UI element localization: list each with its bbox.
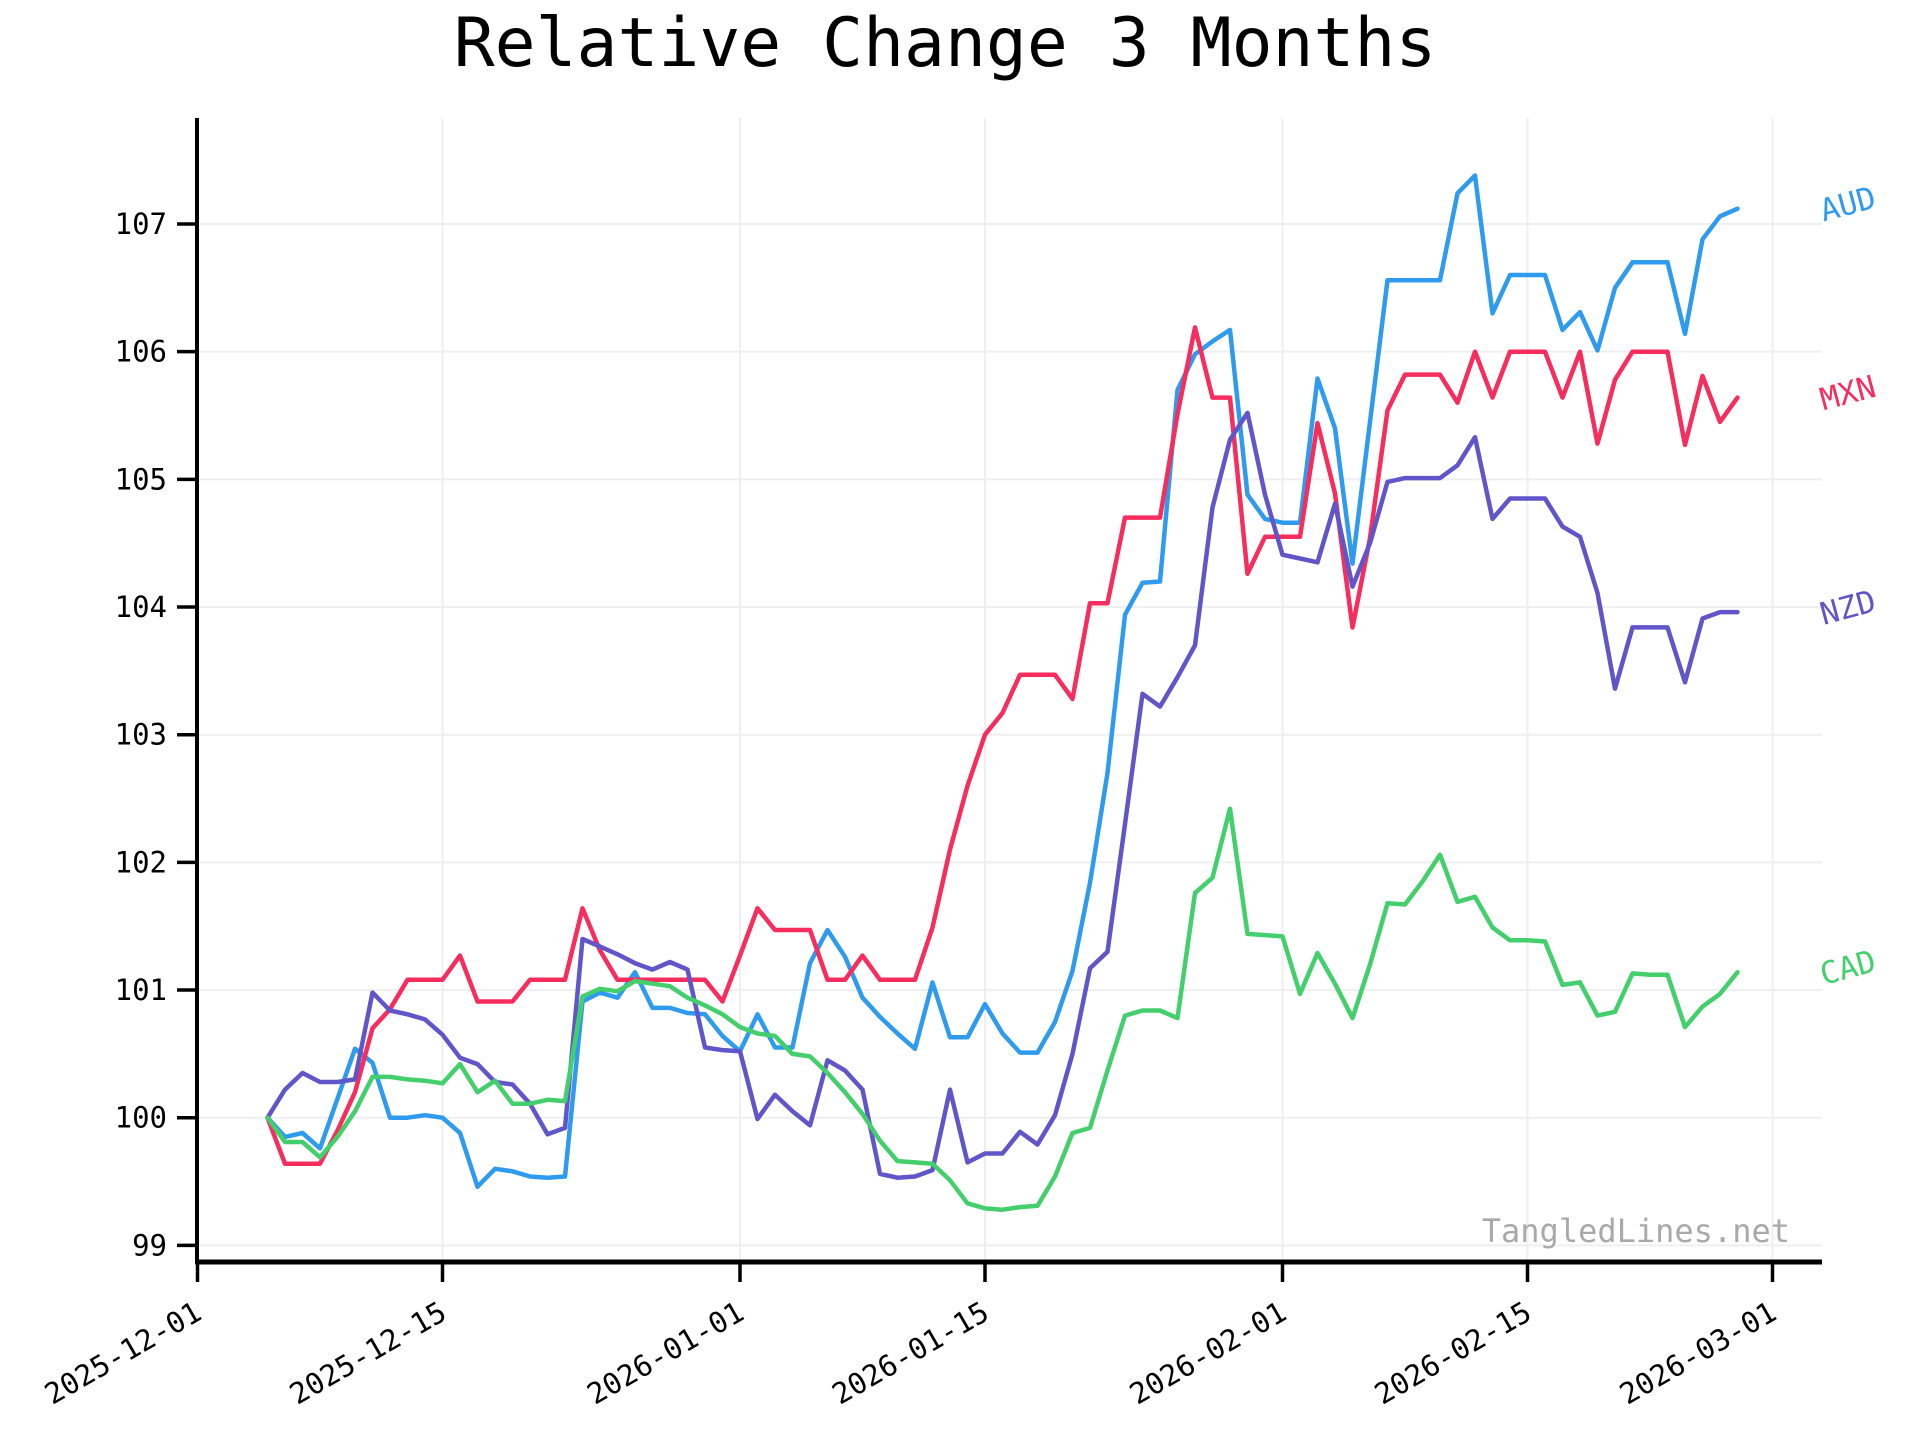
series-label-NZD: NZD xyxy=(1816,583,1879,632)
series-line-CAD xyxy=(265,806,1740,1212)
y-tick-label: 102 xyxy=(115,845,167,879)
chart-title: Relative Change 3 Months xyxy=(453,4,1437,83)
series-line-NZD xyxy=(265,410,1740,1180)
x-tick-label: 2026-02-01 xyxy=(1124,1295,1292,1412)
x-tick-label: 2026-02-15 xyxy=(1369,1295,1537,1412)
x-tick-label: 2026-01-01 xyxy=(581,1295,749,1412)
y-tick-label: 106 xyxy=(115,335,167,369)
x-tick-label: 2026-03-01 xyxy=(1614,1295,1782,1412)
y-tick-label: 107 xyxy=(115,207,167,241)
y-tick-label: 105 xyxy=(115,462,167,496)
watermark: TangledLines.net xyxy=(1481,1212,1790,1250)
series-label-MXN: MXN xyxy=(1816,369,1879,418)
series-line-MXN xyxy=(265,325,1740,1166)
y-tick-label: 100 xyxy=(115,1101,167,1135)
y-tick-label: 103 xyxy=(115,718,167,752)
series-label-CAD: CAD xyxy=(1816,944,1879,993)
y-tick-label: 104 xyxy=(115,590,167,624)
y-tick-label: 101 xyxy=(115,973,167,1007)
x-tick-label: 2026-01-15 xyxy=(826,1295,994,1412)
series-label-AUD: AUD xyxy=(1816,180,1879,229)
x-tick-label: 2025-12-01 xyxy=(39,1295,207,1412)
x-tick-label: 2025-12-15 xyxy=(284,1295,452,1412)
y-tick-label: 99 xyxy=(132,1228,167,1262)
series-line-AUD xyxy=(265,173,1740,1189)
